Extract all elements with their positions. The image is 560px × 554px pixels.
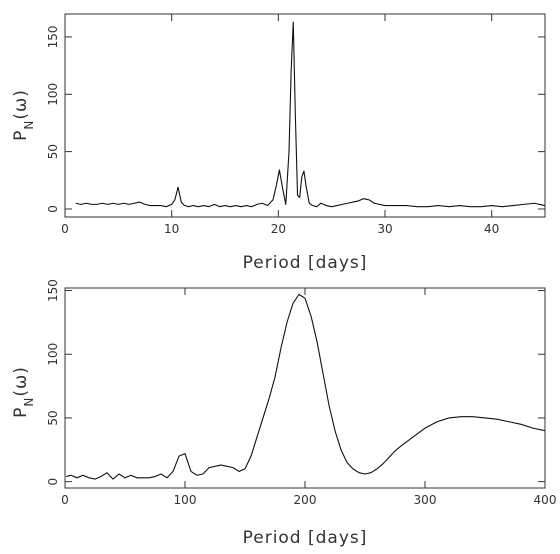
x-tick-label: 20 bbox=[271, 222, 286, 236]
plot-frame bbox=[64, 287, 546, 489]
x-tick-label: 100 bbox=[174, 493, 197, 507]
y-tick-label: 150 bbox=[46, 25, 60, 48]
x-tick-label: 10 bbox=[164, 222, 179, 236]
y-tick-label: 0 bbox=[46, 205, 60, 213]
x-tick-label: 40 bbox=[484, 222, 499, 236]
x-axis-title: Period [days] bbox=[243, 528, 368, 548]
y-tick-label: 0 bbox=[46, 478, 60, 486]
x-tick-label: 30 bbox=[377, 222, 392, 236]
y-axis-title-subscript: N bbox=[22, 397, 36, 407]
y-axis-title-rest: (ω) bbox=[11, 89, 31, 120]
y-tick-label: 150 bbox=[46, 279, 60, 302]
y-axis-title-rest: (ω) bbox=[11, 366, 31, 397]
x-tick-label: 300 bbox=[414, 493, 437, 507]
chart-panel-bottom: 0 100 200 300 400 0 50 100 150 Period [days] PN… bbox=[11, 279, 556, 548]
x-tick-label: 200 bbox=[294, 493, 317, 507]
x-axis: 0 10 20 30 40 bbox=[61, 14, 499, 236]
y-axis: 0 50 100 150 bbox=[46, 279, 545, 485]
series-line bbox=[66, 293, 546, 480]
x-tick-label: 0 bbox=[61, 493, 69, 507]
plot-frame bbox=[64, 13, 546, 218]
series-line bbox=[75, 21, 546, 208]
y-tick-label: 100 bbox=[46, 343, 60, 366]
x-tick-label: 400 bbox=[534, 493, 557, 507]
x-axis: 0 100 200 300 400 bbox=[61, 288, 556, 507]
y-tick-label: 100 bbox=[46, 83, 60, 106]
x-tick-label: 0 bbox=[61, 222, 69, 236]
y-tick-label: 50 bbox=[46, 410, 60, 425]
y-axis-title-subscript: N bbox=[22, 120, 36, 130]
y-axis-title: PN(ω) bbox=[11, 89, 36, 141]
x-axis-title: Period [days] bbox=[243, 253, 368, 273]
y-axis-title: PN(ω) bbox=[11, 366, 36, 418]
y-axis: 0 50 100 150 bbox=[46, 25, 545, 213]
y-tick-label: 50 bbox=[46, 144, 60, 159]
chart-panel-top: 0 10 20 30 40 0 50 100 150 Period [days] PN(ω) bbox=[11, 13, 546, 273]
